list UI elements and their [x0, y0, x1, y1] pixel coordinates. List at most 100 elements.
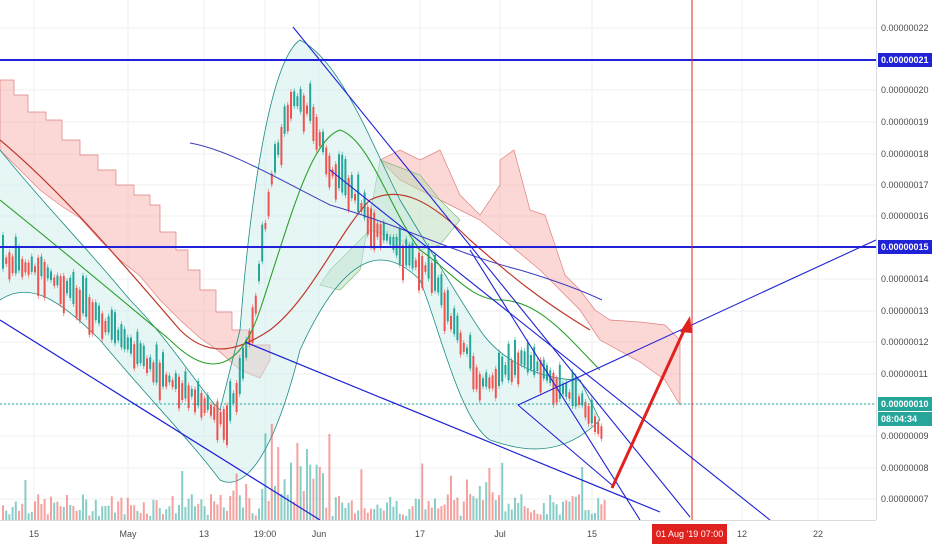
volume-bar	[562, 501, 564, 520]
candle-body	[155, 344, 158, 383]
candle-body	[213, 406, 216, 420]
candle-body	[443, 292, 446, 331]
chart-canvas[interactable]	[0, 0, 876, 520]
candle-body	[469, 334, 472, 369]
candle-body	[136, 331, 139, 365]
time-label: May	[119, 529, 137, 539]
candle-body	[114, 312, 116, 344]
volume-bar	[478, 486, 481, 520]
volume-bar	[11, 506, 14, 520]
candle-body	[437, 277, 440, 293]
trendline-channel-top	[517, 239, 876, 406]
volume-bar	[149, 515, 152, 520]
volume-bar	[334, 497, 337, 520]
candle-body	[165, 374, 168, 387]
volume-bar	[590, 513, 593, 520]
candle-body	[373, 212, 376, 250]
volume-bar	[162, 514, 164, 520]
candle-body	[107, 316, 110, 333]
volume-bar	[501, 462, 504, 520]
volume-bar	[59, 506, 62, 520]
volume-bar	[293, 501, 296, 520]
volume-bar	[363, 508, 366, 520]
time-label: 13	[198, 529, 210, 539]
trendline-channel-bottom	[517, 404, 613, 486]
volume-bar	[421, 463, 424, 520]
price-label: 0.00000020	[881, 85, 929, 95]
volume-bar	[328, 433, 331, 520]
volume-bar	[517, 502, 520, 520]
volume-bar	[568, 501, 571, 520]
volume-bar	[542, 503, 545, 520]
trend-drawings[interactable]	[0, 0, 876, 520]
volume-bar	[530, 512, 532, 520]
candle-body	[46, 267, 49, 279]
candle-body	[459, 332, 462, 355]
candle-body	[56, 275, 59, 286]
volume-bar	[69, 505, 72, 520]
candle-body	[91, 302, 94, 334]
candle-body	[66, 280, 68, 294]
price-axis[interactable]: 0.00000022 0.00000020 0.00000019 0.00000018…	[876, 0, 932, 520]
volume-bar	[354, 513, 356, 520]
candle-body	[149, 357, 152, 370]
volume-bar	[302, 491, 305, 520]
candle-body	[558, 364, 561, 400]
candle-body	[424, 265, 427, 272]
candle-body	[254, 295, 257, 314]
candle-body	[296, 96, 299, 107]
volume-bar	[24, 479, 27, 520]
candle-body	[427, 246, 430, 279]
candle-body	[430, 263, 433, 293]
candle-body	[456, 315, 459, 341]
volume-bar	[424, 509, 427, 520]
candle-body	[24, 262, 27, 273]
volume-bar	[286, 494, 289, 520]
candle-body	[392, 236, 395, 251]
volume-bar	[350, 500, 353, 520]
candle-body	[78, 289, 81, 321]
candle-body	[526, 342, 529, 373]
volume-bars	[2, 423, 606, 520]
time-axis[interactable]: 15 May 13 19:00 Jun 17 Jul 15 12 22 01 Aug '19 07…	[0, 520, 876, 551]
bb-lower	[0, 259, 601, 483]
candle-body	[120, 324, 123, 348]
volume-bar	[597, 498, 600, 520]
volume-bar	[450, 475, 452, 520]
candle-body	[309, 83, 312, 121]
volume-bar	[322, 473, 324, 520]
volume-bar	[536, 513, 539, 520]
volume-bar	[546, 514, 548, 520]
volume-bar	[181, 470, 184, 520]
candle-body	[302, 95, 305, 132]
candle-body	[130, 337, 132, 354]
candle-body	[344, 159, 347, 196]
candle-body	[242, 347, 244, 379]
candle-body	[354, 194, 356, 201]
volume-bar	[418, 499, 420, 520]
volume-bar	[37, 494, 40, 520]
candle-body	[267, 191, 270, 217]
candle-body	[62, 275, 65, 314]
volume-bar	[405, 515, 408, 520]
candle-body	[158, 362, 161, 401]
candle-body	[203, 398, 206, 413]
candle-body	[2, 234, 4, 269]
candle-body	[389, 237, 392, 245]
volume-bar	[459, 515, 462, 520]
volume-bar	[139, 512, 142, 520]
volume-bar	[453, 500, 456, 520]
price-label: 0.00000007	[881, 494, 929, 504]
volume-bar	[347, 502, 350, 520]
volume-bar	[331, 515, 334, 520]
volume-bar	[411, 506, 414, 520]
ma-blue	[189, 142, 603, 301]
candle-body	[350, 174, 353, 199]
volume-bar	[389, 496, 392, 520]
candle-body	[37, 257, 40, 296]
volume-bar	[504, 511, 507, 520]
trendline-resistance-1	[292, 26, 691, 518]
candle-body	[322, 131, 324, 153]
volume-bar	[408, 508, 411, 520]
candle-body	[494, 368, 497, 398]
